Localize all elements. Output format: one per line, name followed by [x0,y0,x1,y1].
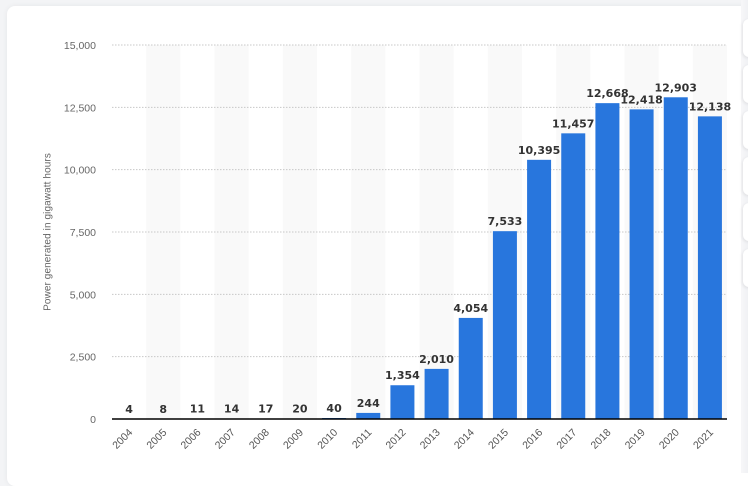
bar-2019[interactable] [630,109,654,419]
value-label: 7,533 [488,215,523,228]
x-tick-label: 2017 [554,427,579,452]
value-label: 20 [292,403,308,416]
bar-2012[interactable] [390,385,414,419]
x-tick-label: 2011 [350,427,375,452]
x-tick-label: 2005 [144,427,169,452]
band-2009 [283,45,317,419]
bar-2017[interactable] [561,133,585,419]
y-tick-label: 12,500 [64,102,96,114]
x-tick-label: 2009 [281,427,306,452]
band-2007 [215,45,249,419]
y-tick-label: 15,000 [64,40,96,52]
bar-2016[interactable] [527,160,551,419]
value-label: 4 [125,403,133,416]
x-tick-label: 2006 [179,427,204,452]
y-tick-label: 10,000 [64,165,96,177]
bar-2015[interactable] [493,231,517,419]
value-label: 2,010 [419,353,454,366]
value-label: 1,354 [385,369,420,382]
value-label: 11 [190,403,205,416]
x-tick-label: 2016 [520,427,545,452]
x-tick-label: 2013 [418,427,443,452]
y-axis-ticks: 0 2,500 5,000 7,500 10,000 12,500 15,000 [64,40,96,426]
value-label: 17 [258,403,273,416]
value-label: 12,138 [689,100,731,113]
value-label: 244 [357,397,380,410]
x-tick-label: 2008 [247,427,272,452]
x-tick-label: 2010 [315,427,340,452]
x-tick-label: 2014 [452,427,477,452]
value-label: 40 [326,402,342,415]
bar-2018[interactable] [595,103,619,419]
y-tick-label: 2,500 [70,352,96,364]
y-tick-label: 7,500 [70,227,96,239]
value-label: 12,418 [620,93,662,106]
x-tick-label: 2019 [623,427,648,452]
x-tick-label: 2012 [384,427,409,452]
x-tick-label: 2021 [691,427,716,452]
value-label: 11,457 [552,117,594,130]
y-tick-label: 0 [90,414,96,426]
x-tick-label: 2020 [657,427,682,452]
bar-2021[interactable] [698,116,722,419]
value-label: 10,395 [518,144,560,157]
bar-2013[interactable] [425,369,449,419]
value-label: 12,903 [655,81,697,94]
bar-2020[interactable] [664,97,688,419]
bar-2014[interactable] [459,318,483,419]
y-axis-label: Power generated in gigawatt hours [43,153,54,311]
x-tick-label: 2007 [213,427,238,452]
x-tick-label: 2015 [486,427,511,452]
x-axis-ticks: 2004 2005 2006 2007 2008 2009 2010 2011 2012 2013… [110,427,716,452]
x-tick-label: 2018 [589,427,614,452]
bar-chart: 0 2,500 5,000 7,500 10,000 12,500 15,000 4 8 11 1… [0,0,748,473]
value-label: 8 [159,403,167,416]
value-label: 4,054 [453,302,488,315]
x-tick-label: 2004 [110,427,135,452]
value-label: 14 [224,403,240,416]
y-tick-label: 5,000 [70,289,96,301]
bar-2011[interactable] [356,413,380,419]
